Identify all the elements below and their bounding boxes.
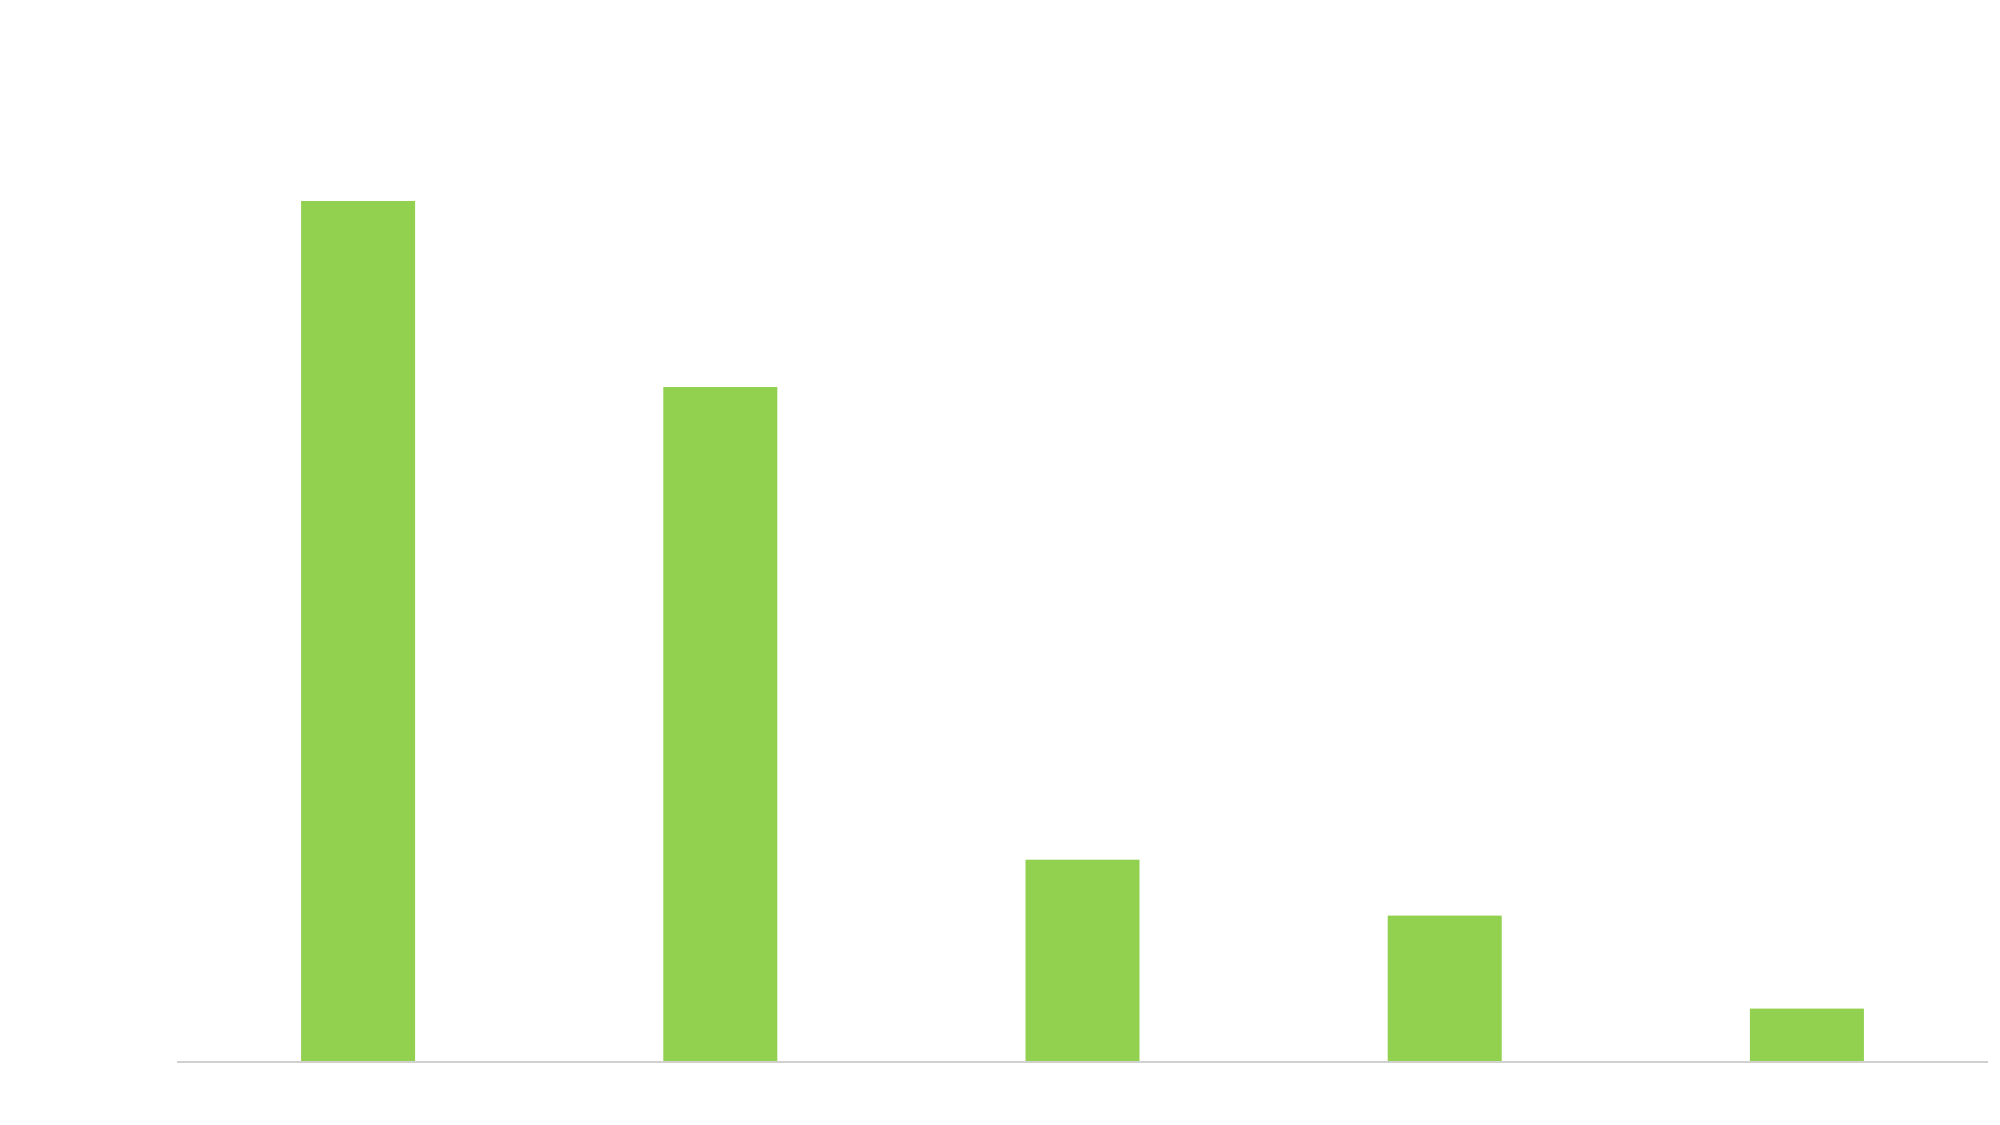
bar-5	[1749, 1008, 1864, 1062]
bar-4	[1387, 915, 1502, 1062]
bar-3	[1025, 859, 1140, 1062]
bars-group	[301, 201, 1864, 1062]
bar-1	[301, 201, 416, 1062]
bar-2	[663, 387, 778, 1062]
